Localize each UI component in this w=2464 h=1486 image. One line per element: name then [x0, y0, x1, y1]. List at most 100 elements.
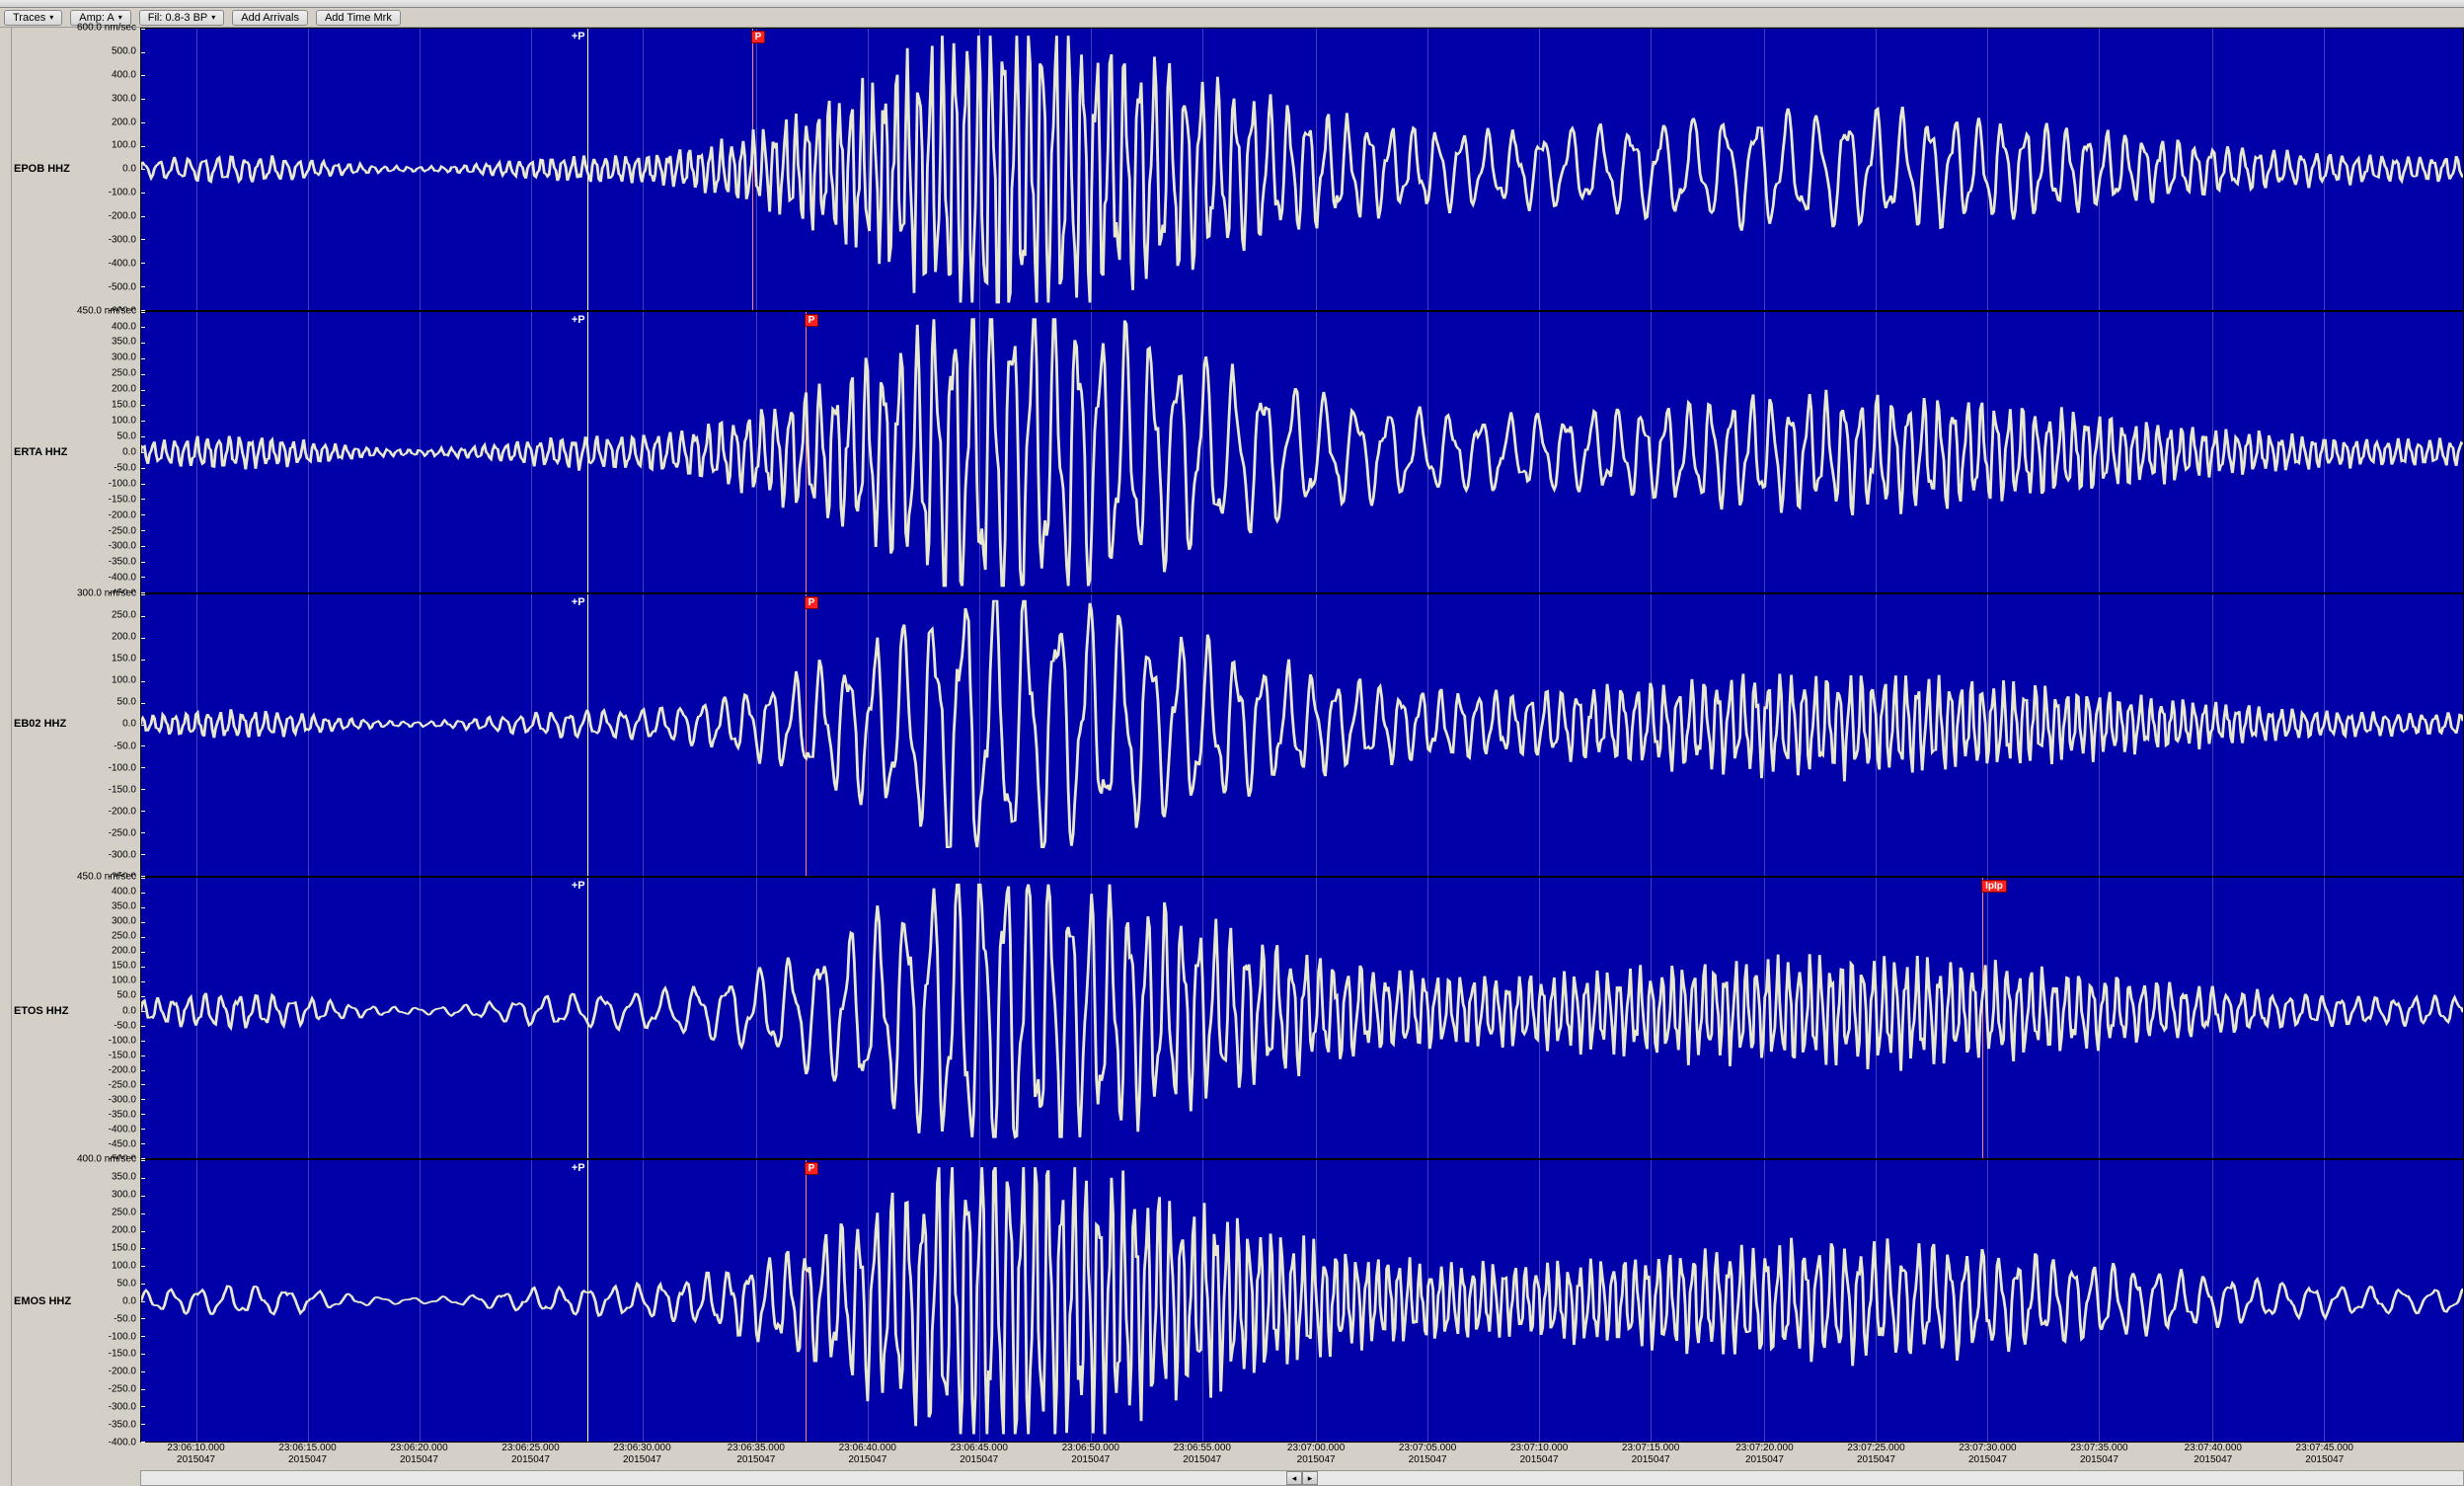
waveform-area[interactable]: +PIpIp	[140, 877, 2464, 1160]
station-label: ERTA HHZ	[14, 446, 67, 458]
y-tick-label: -400.0	[109, 1437, 136, 1447]
time-tick: 23:06:35.0002015047	[728, 1443, 785, 1466]
traces-menu-button[interactable]: Traces ▾	[4, 10, 62, 26]
waveform-area[interactable]: +PP	[140, 1159, 2464, 1443]
y-tick-label: -400.0	[109, 1125, 136, 1135]
time-tick: 23:07:20.0002015047	[1735, 1443, 1793, 1466]
horizontal-scrollbar[interactable]: ◂ ▸	[140, 1470, 2464, 1486]
y-tick-label: 50.0	[117, 430, 136, 441]
y-tick-label: 150.0	[112, 1242, 136, 1253]
y-tick-label: -100.0	[109, 1035, 136, 1046]
y-tick-label: -350.0	[109, 1420, 136, 1431]
y-tick-label: 250.0	[112, 368, 136, 379]
y-tick-label: -200.0	[109, 211, 136, 222]
y-tick-label: 200.0	[112, 117, 136, 127]
y-tick-label: -250.0	[109, 827, 136, 838]
y-tick-label: 400.0	[112, 321, 136, 332]
y-tick-label: 600.0 nm/sec	[77, 23, 136, 34]
y-tick-label: 250.0	[112, 1208, 136, 1218]
y-tick-label: -300.0	[109, 849, 136, 860]
trace-panel: 400.0 nm/sec350.0300.0250.0200.0150.0100…	[12, 1159, 2464, 1443]
y-tick-label: 200.0	[112, 946, 136, 957]
trace-panel: 300.0 nm/sec250.0200.0150.0100.050.00.0-…	[12, 593, 2464, 877]
filter-menu-button[interactable]: Fil: 0.8-3 BP ▾	[139, 10, 225, 26]
waveform-trace	[141, 594, 2463, 876]
y-tick-label: -100.0	[109, 1331, 136, 1342]
y-tick-label: -300.0	[109, 1095, 136, 1106]
time-tick: 23:06:10.0002015047	[167, 1443, 224, 1466]
y-tick-label: 400.0 nm/sec	[77, 1154, 136, 1165]
y-tick-label: -500.0	[109, 281, 136, 292]
time-tick: 23:06:25.0002015047	[501, 1443, 559, 1466]
time-tick: 23:06:40.0002015047	[839, 1443, 896, 1466]
time-tick: 23:07:05.0002015047	[1399, 1443, 1456, 1466]
y-tick-label: 0.0	[122, 1295, 136, 1306]
y-tick-label: 350.0	[112, 1172, 136, 1183]
y-tick-label: 350.0	[112, 337, 136, 348]
y-tick-label: 0.0	[122, 164, 136, 175]
time-tick: 23:06:15.0002015047	[278, 1443, 336, 1466]
y-tick-label: 450.0 nm/sec	[77, 871, 136, 882]
time-tick: 23:06:55.0002015047	[1174, 1443, 1231, 1466]
time-tick: 23:07:35.0002015047	[2070, 1443, 2127, 1466]
y-tick-label: -150.0	[109, 494, 136, 505]
y-tick-label: -200.0	[109, 806, 136, 817]
y-tick-label: -50.0	[114, 462, 136, 473]
y-tick-label: -100.0	[109, 762, 136, 773]
y-tick-label: 100.0	[112, 675, 136, 686]
y-tick-label: -300.0	[109, 541, 136, 552]
y-tick-label: -300.0	[109, 234, 136, 245]
filter-menu-label: Fil: 0.8-3 BP	[148, 12, 208, 24]
waveform-trace	[141, 878, 2463, 1159]
time-tick: 23:07:15.0002015047	[1622, 1443, 1679, 1466]
scroll-right-button[interactable]: ▸	[1302, 1471, 1318, 1485]
y-tick-label: -450.0	[109, 1139, 136, 1150]
y-tick-label: 150.0	[112, 654, 136, 665]
time-tick: 23:06:45.0002015047	[951, 1443, 1008, 1466]
dropdown-icon: ▾	[118, 13, 122, 22]
y-tick-label: 50.0	[117, 697, 136, 708]
y-axis: 450.0 nm/sec400.0350.0300.0250.0200.0150…	[12, 877, 140, 1160]
y-tick-label: -350.0	[109, 557, 136, 568]
y-tick-label: -350.0	[109, 1110, 136, 1121]
y-tick-label: -150.0	[109, 1050, 136, 1060]
time-tick: 23:06:50.0002015047	[1062, 1443, 1119, 1466]
dropdown-icon: ▾	[49, 13, 53, 22]
y-tick-label: 250.0	[112, 931, 136, 942]
time-tick: 23:07:10.0002015047	[1510, 1443, 1568, 1466]
y-tick-label: 400.0	[112, 69, 136, 80]
y-tick-label: 250.0	[112, 610, 136, 621]
waveform-area[interactable]: +PP	[140, 311, 2464, 594]
y-tick-label: 500.0	[112, 45, 136, 56]
time-tick: 23:07:45.0002015047	[2296, 1443, 2353, 1466]
time-tick: 23:07:40.0002015047	[2185, 1443, 2242, 1466]
plot-area[interactable]: 600.0 nm/sec500.0400.0300.0200.0100.00.0…	[12, 28, 2464, 1443]
dropdown-icon: ▾	[211, 13, 215, 22]
y-tick-label: 350.0	[112, 900, 136, 911]
y-tick-label: -150.0	[109, 784, 136, 795]
waveform-trace	[141, 312, 2463, 593]
y-tick-label: 0.0	[122, 446, 136, 457]
add-time-mrk-button[interactable]: Add Time Mrk	[316, 10, 401, 26]
y-tick-label: -50.0	[114, 1020, 136, 1031]
y-tick-label: 200.0	[112, 1225, 136, 1236]
time-tick: 23:07:30.0002015047	[1959, 1443, 2016, 1466]
y-axis: 450.0 nm/sec400.0350.0300.0250.0200.0150…	[12, 311, 140, 594]
y-tick-label: -200.0	[109, 1064, 136, 1075]
add-arrivals-button[interactable]: Add Arrivals	[232, 10, 308, 26]
waveform-area[interactable]: +PP	[140, 28, 2464, 311]
y-tick-label: 100.0	[112, 140, 136, 151]
y-tick-label: -250.0	[109, 1384, 136, 1395]
y-tick-label: 300.0	[112, 93, 136, 104]
y-tick-label: 0.0	[122, 1005, 136, 1016]
y-tick-label: -250.0	[109, 1079, 136, 1090]
y-tick-label: 300.0	[112, 352, 136, 363]
toolbar: Traces ▾ Amp: A ▾ Fil: 0.8-3 BP ▾ Add Ar…	[0, 8, 2464, 28]
waveform-area[interactable]: +PP	[140, 593, 2464, 877]
scroll-left-button[interactable]: ◂	[1286, 1471, 1302, 1485]
station-label: ETOS HHZ	[14, 1005, 68, 1017]
y-tick-label: -400.0	[109, 258, 136, 269]
y-tick-label: -400.0	[109, 573, 136, 584]
y-axis: 400.0 nm/sec350.0300.0250.0200.0150.0100…	[12, 1159, 140, 1443]
y-tick-label: -250.0	[109, 525, 136, 536]
